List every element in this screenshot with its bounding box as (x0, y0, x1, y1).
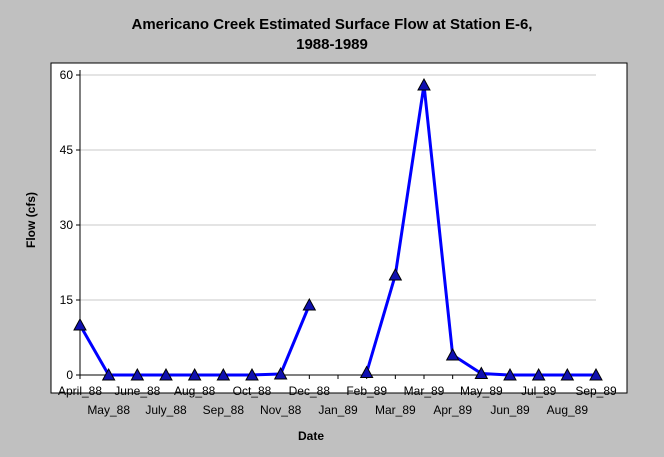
x-tick-label-1: May_88 (87, 403, 130, 417)
data-point-14 (474, 366, 489, 379)
y-tick-label-2: 30 (60, 218, 74, 232)
y-tick-label-4: 60 (60, 68, 74, 82)
chart-title: Americano Creek Estimated Surface Flow a… (132, 16, 533, 33)
x-tick-label-11: Mar_89 (375, 403, 416, 417)
y-tick-label-0: 0 (66, 368, 73, 382)
x-axis-label: Date (298, 429, 324, 443)
y-tick-label-3: 45 (60, 143, 74, 157)
x-tick-label-12: Mar_89 (404, 384, 445, 398)
data-point-13 (445, 347, 460, 361)
series-flow (73, 77, 603, 381)
data-point-16 (531, 367, 546, 381)
y-axis-label: Flow (cfs) (24, 192, 38, 248)
data-point-17 (560, 367, 575, 381)
x-tick-label-13: Apr_89 (433, 403, 472, 417)
x-tick-label-3: July_88 (145, 403, 187, 417)
data-point-6 (245, 367, 259, 381)
data-point-18 (589, 367, 603, 381)
x-tick-label-10: Feb_89 (346, 384, 387, 398)
data-point-1 (101, 367, 116, 381)
plot-area (50, 62, 628, 394)
data-point-10 (359, 365, 374, 378)
data-point-7 (273, 366, 288, 380)
y-tick-labels: 0 15 30 45 60 (60, 68, 74, 382)
gridlines (80, 74, 596, 301)
data-point-0 (73, 317, 87, 331)
x-tick-label-0: April_88 (58, 384, 102, 398)
data-point-3 (159, 367, 173, 381)
data-point-2 (130, 367, 145, 381)
x-tick-label-6: Oct_88 (233, 384, 272, 398)
x-tick-label-16: Jul_89 (521, 384, 557, 398)
x-tick-label-15: Jun_89 (490, 403, 530, 417)
y-tick-label-1: 15 (60, 293, 74, 307)
data-point-8 (302, 297, 317, 311)
x-tick-label-18: Sep_89 (575, 384, 617, 398)
chart-subtitle: 1988-1989 (296, 36, 368, 53)
x-tick-label-9: Jan_89 (318, 403, 358, 417)
x-tick-label-4: Aug_88 (174, 384, 216, 398)
x-tick-label-7: Nov_88 (260, 403, 302, 417)
data-point-5 (216, 367, 231, 381)
data-point-15 (503, 367, 517, 381)
data-point-4 (187, 367, 202, 381)
data-point-11 (388, 267, 403, 281)
x-tick-label-5: Sep_88 (203, 403, 245, 417)
x-tick-labels: April_88 May_88 June_88 July_88 Aug_88 Sep_88… (58, 384, 617, 417)
x-tick-label-2: June_88 (114, 384, 160, 398)
x-tick-label-8: Dec_88 (289, 384, 331, 398)
data-point-12 (417, 77, 431, 91)
x-tick-label-14: May_89 (460, 384, 503, 398)
x-tick-label-17: Aug_89 (547, 403, 589, 417)
